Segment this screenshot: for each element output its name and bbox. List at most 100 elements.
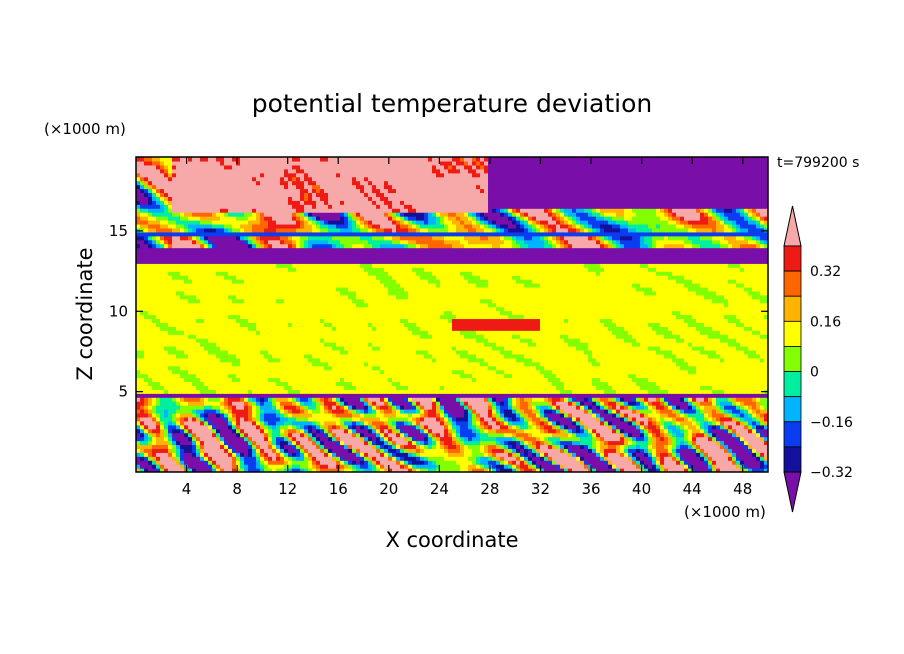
heatmap-cell bbox=[528, 440, 533, 446]
heatmap-cell bbox=[444, 424, 449, 430]
heatmap-cell bbox=[416, 452, 421, 457]
heatmap-cell bbox=[616, 357, 621, 363]
heatmap-cell bbox=[224, 393, 229, 398]
heatmap-cell bbox=[576, 353, 581, 359]
heatmap-cell bbox=[700, 389, 705, 394]
heatmap-cell bbox=[196, 424, 201, 430]
heatmap-cell bbox=[188, 349, 193, 355]
heatmap-cell bbox=[564, 405, 569, 410]
heatmap-cell bbox=[320, 349, 325, 355]
heatmap-cell bbox=[656, 464, 661, 469]
heatmap-cell bbox=[608, 409, 613, 414]
heatmap-cell bbox=[272, 397, 277, 402]
heatmap-cell bbox=[260, 369, 265, 375]
heatmap-cell bbox=[376, 353, 381, 359]
heatmap-cell bbox=[160, 365, 165, 371]
heatmap-cell bbox=[544, 456, 549, 461]
heatmap-cell bbox=[228, 381, 233, 386]
heatmap-cell bbox=[164, 440, 169, 446]
heatmap-cell bbox=[280, 412, 285, 418]
heatmap-cell bbox=[540, 412, 545, 418]
heatmap-cell bbox=[596, 460, 601, 465]
heatmap-cell bbox=[556, 369, 561, 375]
heatmap-cell bbox=[472, 456, 477, 461]
heatmap-cell bbox=[756, 353, 761, 359]
heatmap-cell bbox=[528, 416, 533, 422]
heatmap-cell bbox=[456, 357, 461, 363]
heatmap-cell bbox=[428, 385, 433, 390]
heatmap-cell bbox=[580, 412, 585, 418]
heatmap-cell bbox=[636, 369, 641, 375]
heatmap-cell bbox=[236, 416, 241, 422]
heatmap-cell bbox=[620, 420, 625, 426]
heatmap-cell bbox=[360, 424, 365, 430]
heatmap-cell bbox=[248, 412, 253, 418]
heatmap-cell bbox=[404, 377, 409, 383]
heatmap-cell bbox=[428, 468, 433, 472]
heatmap-cell bbox=[660, 460, 665, 465]
heatmap-cell bbox=[448, 346, 453, 351]
heatmap-cell bbox=[508, 369, 513, 375]
heatmap-cell bbox=[384, 353, 389, 359]
heatmap-cell bbox=[156, 460, 161, 465]
heatmap-cell bbox=[756, 468, 761, 472]
heatmap-cell bbox=[212, 349, 217, 355]
heatmap-cell bbox=[272, 369, 277, 375]
heatmap-cell bbox=[596, 444, 601, 449]
heatmap-cell bbox=[300, 432, 305, 438]
heatmap-cell bbox=[464, 432, 469, 438]
heatmap-cell bbox=[396, 369, 401, 375]
heatmap-cell bbox=[376, 393, 381, 398]
heatmap-cell bbox=[596, 424, 601, 430]
heatmap-cell bbox=[488, 381, 493, 386]
heatmap-cell bbox=[252, 377, 257, 383]
heatmap-cell bbox=[152, 365, 157, 371]
heatmap-cell bbox=[520, 389, 525, 394]
heatmap-cell bbox=[572, 452, 577, 457]
heatmap-cell bbox=[252, 432, 257, 438]
heatmap-cell bbox=[292, 401, 297, 406]
heatmap-cell bbox=[300, 464, 305, 469]
heatmap-cell bbox=[388, 444, 393, 449]
heatmap-cell bbox=[484, 448, 489, 453]
heatmap-cell bbox=[612, 440, 617, 446]
heatmap-cell bbox=[464, 428, 469, 434]
heatmap-cell bbox=[660, 428, 665, 434]
heatmap-cell bbox=[152, 349, 157, 355]
heatmap-cell bbox=[184, 353, 189, 359]
heatmap-cell bbox=[452, 468, 457, 472]
heatmap-cell bbox=[156, 420, 161, 426]
heatmap-cell bbox=[260, 377, 265, 383]
heatmap-cell bbox=[700, 420, 705, 426]
heatmap-cell bbox=[244, 397, 249, 402]
heatmap-cell bbox=[336, 444, 341, 449]
heatmap-cell bbox=[328, 448, 333, 453]
heatmap-cell bbox=[264, 401, 269, 406]
heatmap-cell bbox=[548, 357, 553, 363]
heatmap-cell bbox=[452, 416, 457, 422]
heatmap-cell bbox=[464, 440, 469, 446]
heatmap-cell bbox=[608, 401, 613, 406]
heatmap-cell bbox=[292, 452, 297, 457]
heatmap-cell bbox=[332, 436, 337, 442]
heatmap-cell bbox=[376, 428, 381, 434]
heatmap-cell bbox=[560, 460, 565, 465]
heatmap-cell bbox=[528, 456, 533, 461]
heatmap-cell bbox=[696, 409, 701, 414]
heatmap-cell bbox=[488, 389, 493, 394]
heatmap-cell bbox=[616, 448, 621, 453]
heatmap-cell bbox=[508, 357, 513, 363]
heatmap-cell bbox=[304, 460, 309, 465]
heatmap-cell bbox=[584, 440, 589, 446]
heatmap-cell bbox=[376, 409, 381, 414]
heatmap-cell bbox=[660, 389, 665, 394]
heatmap-cell bbox=[388, 357, 393, 363]
heatmap-cell bbox=[520, 385, 525, 390]
heatmap-cell bbox=[668, 393, 673, 398]
heatmap-cell bbox=[420, 365, 425, 371]
heatmap-cell bbox=[368, 432, 373, 438]
heatmap-cell bbox=[664, 444, 669, 449]
heatmap-cell bbox=[520, 464, 525, 469]
heatmap-cell bbox=[572, 353, 577, 359]
heatmap-cell bbox=[164, 385, 169, 390]
